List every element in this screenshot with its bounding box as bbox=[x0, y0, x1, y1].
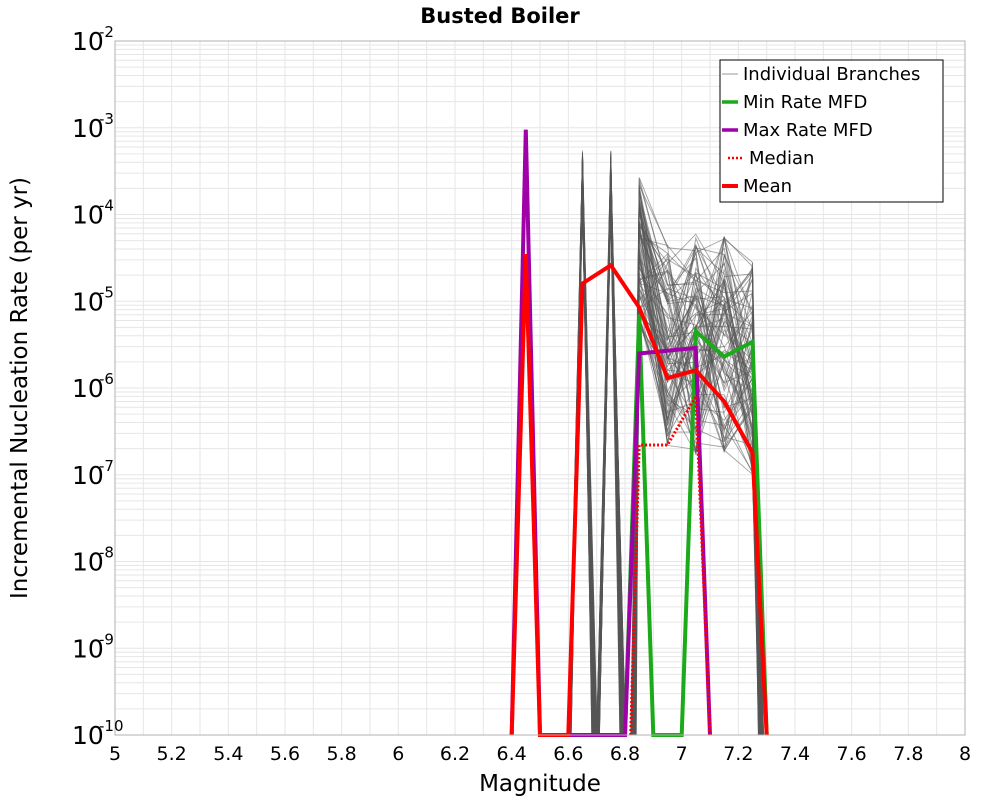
x-tick-label: 5.8 bbox=[327, 743, 357, 765]
individual-branch-line bbox=[569, 166, 760, 736]
chart-title: Busted Boiler bbox=[420, 4, 580, 28]
individual-branch-line bbox=[568, 167, 764, 736]
x-tick-label: 7.6 bbox=[837, 743, 867, 765]
y-tick-label: 10-7 bbox=[72, 457, 114, 490]
x-tick-label: 6 bbox=[392, 743, 404, 765]
x-tick-label: 5 bbox=[109, 743, 121, 765]
x-tick-label: 6.4 bbox=[497, 743, 527, 765]
legend-label: Min Rate MFD bbox=[743, 92, 867, 113]
y-tick-label: 10-9 bbox=[72, 630, 114, 663]
y-tick-exponent: -7 bbox=[99, 457, 114, 475]
y-tick-label: 10-5 bbox=[72, 283, 114, 316]
individual-branch-line bbox=[568, 169, 761, 736]
y-tick-label: 10-6 bbox=[72, 370, 114, 403]
individual-branch-line bbox=[568, 164, 760, 736]
legend-item: Min Rate MFD bbox=[722, 92, 867, 113]
y-tick-exponent: -5 bbox=[99, 283, 114, 301]
y-tick-exponent: -3 bbox=[99, 110, 114, 128]
individual-branch-line bbox=[568, 168, 761, 736]
y-tick-base: 10 bbox=[72, 634, 104, 663]
x-tick-label: 5.6 bbox=[270, 743, 300, 765]
series-line-median bbox=[629, 391, 712, 736]
x-tick-label: 7.4 bbox=[780, 743, 810, 765]
y-tick-base: 10 bbox=[72, 721, 104, 750]
y-tick-base: 10 bbox=[72, 27, 104, 56]
x-tick-label: 6.6 bbox=[553, 743, 583, 765]
legend-label: Mean bbox=[743, 176, 792, 197]
x-tick-label: 5.2 bbox=[157, 743, 187, 765]
x-tick-label: 8 bbox=[959, 743, 971, 765]
y-tick-label: 10-8 bbox=[72, 544, 114, 577]
y-tick-label: 10-2 bbox=[72, 23, 114, 56]
y-tick-exponent: -10 bbox=[99, 717, 124, 735]
individual-branches-layer bbox=[567, 150, 765, 736]
y-tick-base: 10 bbox=[72, 461, 104, 490]
legend-box bbox=[719, 59, 944, 203]
y-tick-label: 10-3 bbox=[72, 110, 114, 143]
legend: Individual Branches Min Rate MFD Max Rate … bbox=[719, 59, 944, 203]
legend-item: Median bbox=[728, 148, 814, 169]
series-line-mean bbox=[509, 254, 769, 737]
legend-item: Individual Branches bbox=[722, 64, 920, 85]
y-axis-label: Incremental Nucleation Rate (per yr) bbox=[7, 177, 33, 599]
individual-branch-line bbox=[567, 206, 762, 736]
legend-label: Individual Branches bbox=[743, 64, 920, 85]
x-tick-label: 6.8 bbox=[610, 743, 640, 765]
y-tick-exponent: -6 bbox=[99, 370, 114, 388]
y-tick-label: 10-4 bbox=[72, 197, 114, 230]
y-tick-exponent: -4 bbox=[99, 197, 114, 215]
individual-branch-line bbox=[568, 179, 764, 736]
y-tick-base: 10 bbox=[72, 287, 104, 316]
x-tick-labels: 5 5.2 5.4 5.6 5.8 6 6.2 6.4 6.6 6.8 7 7.2 7.4 7.6 7.8 8 bbox=[109, 743, 971, 765]
x-tick-label: 7 bbox=[676, 743, 688, 765]
individual-branch-line bbox=[568, 173, 764, 736]
y-tick-base: 10 bbox=[72, 548, 104, 577]
x-axis-label: Magnitude bbox=[479, 771, 601, 797]
y-tick-exponent: -8 bbox=[99, 544, 114, 562]
x-tick-label: 7.2 bbox=[723, 743, 753, 765]
series-line-min-rate-mfd bbox=[623, 314, 769, 737]
legend-item: Mean bbox=[722, 176, 792, 197]
legend-item: Max Rate MFD bbox=[722, 120, 873, 141]
individual-branch-line bbox=[568, 167, 763, 736]
y-tick-base: 10 bbox=[72, 374, 104, 403]
legend-label: Median bbox=[749, 148, 814, 169]
y-tick-exponent: -9 bbox=[99, 630, 114, 648]
y-tick-exponent: -2 bbox=[99, 23, 114, 41]
individual-branch-line bbox=[568, 187, 762, 736]
y-tick-base: 10 bbox=[72, 201, 104, 230]
plot-area-border bbox=[114, 40, 966, 736]
x-tick-label: 5.4 bbox=[213, 743, 243, 765]
y-tick-label: 10-10 bbox=[72, 717, 124, 750]
x-tick-label: 6.2 bbox=[440, 743, 470, 765]
x-tick-label: 7.8 bbox=[893, 743, 923, 765]
y-tick-base: 10 bbox=[72, 114, 104, 143]
legend-label: Max Rate MFD bbox=[743, 120, 873, 141]
